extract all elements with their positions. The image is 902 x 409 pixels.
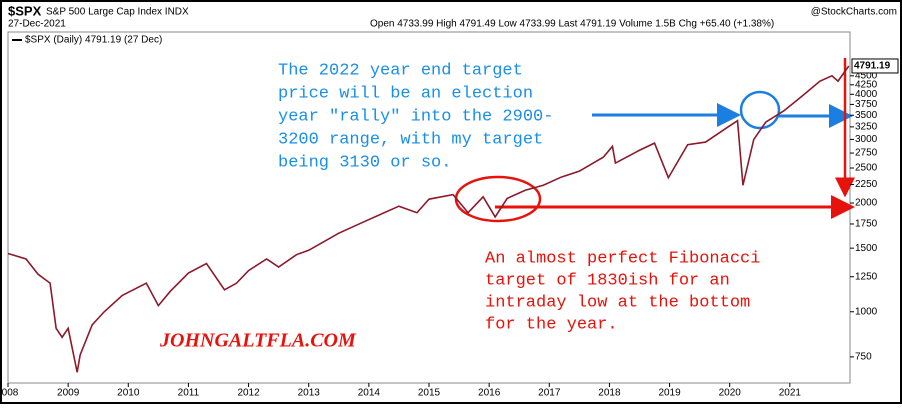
index-name: S&P 500 Large Cap Index INDX (46, 7, 189, 18)
x-tick-label: 2012 (237, 388, 260, 399)
x-tick-label: 2021 (779, 388, 802, 399)
x-tick-label: 2013 (298, 388, 321, 399)
x-tick-label: 2011 (178, 388, 200, 399)
y-tick-label: 2500 (855, 163, 878, 174)
y-tick-label: 4250 (855, 79, 878, 90)
y-tick-label: 2000 (855, 198, 878, 209)
annotation-red: for the year. (485, 315, 618, 334)
x-tick-label: 2009 (57, 388, 80, 399)
x-tick-label: 2019 (658, 388, 681, 399)
x-tick-label: 2015 (418, 388, 441, 399)
date: 27-Dec-2021 (8, 19, 66, 30)
y-tick-label: 3500 (855, 110, 878, 121)
annotation-blue: 3200 range, with my target (278, 130, 543, 149)
y-tick-label: 2750 (855, 148, 878, 159)
y-tick-label: 3250 (855, 122, 878, 133)
last-value-label: 4791.19 (854, 61, 891, 72)
y-tick-label: 4500 (855, 70, 878, 81)
symbol: $SPX (8, 3, 42, 18)
y-tick-label: 4000 (855, 89, 878, 100)
y-tick-label: 1750 (855, 219, 878, 230)
y-tick-label: 750 (855, 352, 872, 363)
x-tick-label: 2020 (719, 388, 742, 399)
last-value-box (851, 58, 899, 74)
annotation-blue: year "rally" into the 2900- (278, 107, 553, 126)
y-tick-label: 3750 (855, 99, 878, 110)
annotation-blue: being 3130 or so. (278, 153, 451, 172)
legend-label: $SPX (Daily) 4791.19 (27 Dec) (25, 35, 162, 46)
x-tick-label: 008 (2, 388, 19, 399)
annotation-red: target of 1830ish for an (485, 271, 730, 290)
y-tick-label: 1250 (855, 271, 878, 282)
y-tick-label: 2250 (855, 179, 878, 190)
annotation-red: An almost perfect Fibonacci (485, 249, 760, 268)
x-tick-label: 2014 (358, 388, 381, 399)
y-tick-label: 1000 (855, 306, 878, 317)
annotation-blue: The 2022 year end target (278, 61, 523, 80)
annotation-blue: price will be an election (278, 84, 533, 103)
quote: Open 4733.99 High 4791.49 Low 4733.99 La… (370, 19, 774, 30)
circle (739, 90, 781, 130)
x-tick-label: 2018 (598, 388, 621, 399)
annotation-red: intraday low at the bottom (485, 293, 750, 312)
y-tick-label: 3000 (855, 134, 878, 145)
price-line (7, 65, 850, 373)
source: @StockCharts.com (811, 7, 897, 18)
y-tick-label: 1500 (855, 243, 878, 254)
watermark: JOHNGALTFLA.COM (159, 330, 357, 352)
x-tick-label: 2017 (538, 388, 561, 399)
x-tick-label: 2010 (117, 388, 140, 399)
x-tick-label: 2016 (478, 388, 501, 399)
